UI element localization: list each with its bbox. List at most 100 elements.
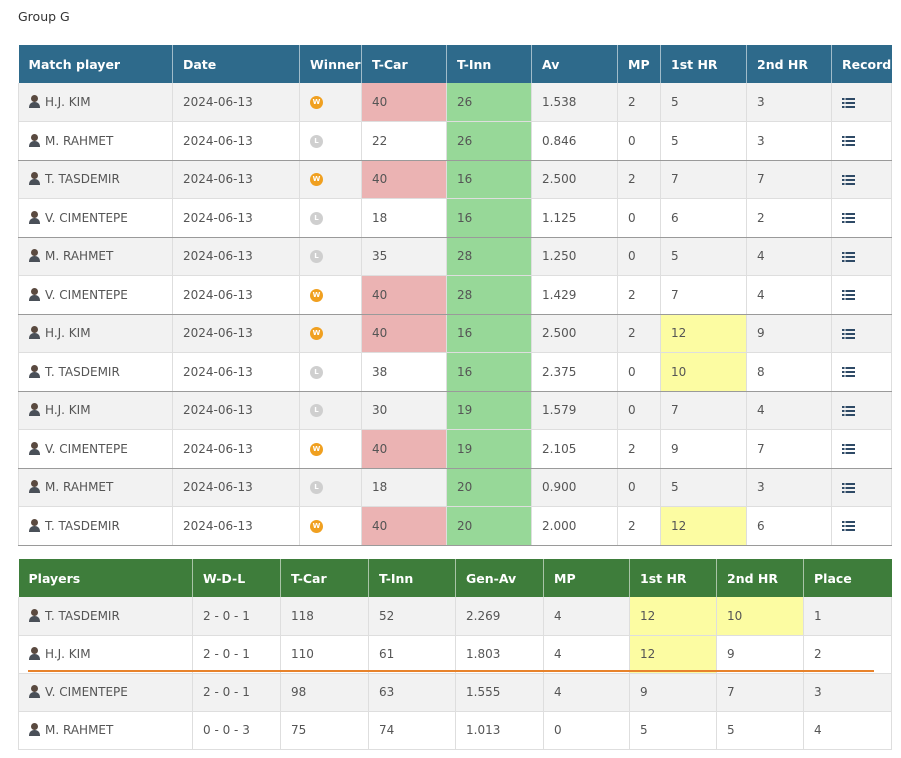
match-row: H.J. KIM 2024-06-13 L 30 19 1.579 0 7 4 [18, 391, 892, 430]
player-cell[interactable]: V. CIMENTEPE [18, 429, 173, 469]
record-cell [831, 506, 892, 546]
record-list-icon[interactable] [842, 405, 855, 416]
record-list-icon[interactable] [842, 136, 855, 147]
player-name[interactable]: M. RAHMET [45, 133, 114, 148]
player-name[interactable]: M. RAHMET [45, 480, 114, 495]
col-header-1st-hr: 1st HR [660, 45, 747, 83]
t-inn-cell: 16 [446, 352, 532, 392]
winner-badge-icon: W [310, 288, 323, 302]
player-avatar-icon [29, 608, 40, 622]
col-header-record: Record [842, 56, 892, 72]
player-name[interactable]: M. RAHMET [45, 723, 114, 737]
gen-av-cell: 1.555 [455, 673, 544, 712]
standings-header-row: Players W-D-L T-Car T-Inn Gen-Av MP 1st … [18, 559, 892, 597]
record-list-icon[interactable] [842, 97, 855, 108]
player-name[interactable]: H.J. KIM [45, 647, 91, 661]
first-hr-cell: 10 [660, 352, 747, 392]
player-avatar-icon [29, 647, 40, 660]
player-avatar-icon [29, 441, 40, 455]
player-avatar-icon [29, 403, 40, 417]
winner-cell: L [299, 237, 362, 276]
player-cell[interactable]: H.J. KIM [18, 391, 173, 430]
av-cell: 2.500 [531, 314, 618, 353]
winner-badge-icon: W [310, 173, 323, 187]
match-row: M. RAHMET 2024-06-13 L 18 20 0.900 0 5 3 [18, 468, 892, 507]
player-cell[interactable]: T. TASDEMIR [18, 506, 173, 546]
standings-table: Players W-D-L T-Car T-Inn Gen-Av MP 1st … [18, 559, 892, 750]
player-avatar-icon [29, 172, 40, 186]
t-inn-cell: 16 [446, 160, 532, 199]
av-cell: 1.429 [531, 275, 618, 315]
record-list-icon[interactable] [842, 251, 855, 262]
record-list-icon[interactable] [842, 444, 855, 455]
player-cell[interactable]: V. CIMENTEPE [18, 198, 173, 238]
col-header-players: Players [18, 559, 193, 597]
t-car-cell: 40 [361, 83, 447, 122]
date-cell: 2024-06-13 [172, 391, 300, 430]
player-cell[interactable]: H.J. KIM [18, 635, 193, 674]
mp-cell: 2 [617, 83, 661, 122]
second-hr-cell: 2 [746, 198, 832, 238]
col-header-1st-hr: 1st HR [629, 559, 717, 597]
t-inn-cell: 20 [446, 506, 532, 546]
player-cell[interactable]: V. CIMENTEPE [18, 275, 173, 315]
loser-badge-icon: L [310, 404, 323, 418]
player-name[interactable]: T. TASDEMIR [45, 518, 120, 533]
player-name[interactable]: T. TASDEMIR [45, 364, 120, 379]
first-hr-cell: 9 [629, 673, 717, 712]
match-row: V. CIMENTEPE 2024-06-13 W 40 19 2.105 2 9 7 [18, 429, 892, 469]
mp-cell: 2 [617, 506, 661, 546]
player-cell[interactable]: M. RAHMET [18, 711, 193, 750]
player-cell[interactable]: M. RAHMET [18, 121, 173, 161]
record-list-icon[interactable] [842, 367, 855, 378]
mp-cell: 2 [617, 275, 661, 315]
player-cell[interactable]: M. RAHMET [18, 237, 173, 276]
loser-badge-icon: L [310, 211, 323, 225]
player-name[interactable]: H.J. KIM [45, 403, 91, 418]
col-header-t-inn: T-Inn [368, 559, 456, 597]
player-cell[interactable]: T. TASDEMIR [18, 597, 193, 636]
col-header-mp: MP [617, 45, 661, 83]
player-cell[interactable]: T. TASDEMIR [18, 352, 173, 392]
t-car-cell: 118 [280, 597, 369, 636]
player-cell[interactable]: V. CIMENTEPE [18, 673, 193, 712]
record-list-icon[interactable] [842, 213, 855, 224]
player-avatar-icon [29, 133, 40, 147]
record-cell [831, 391, 892, 430]
gen-av-cell: 2.269 [455, 597, 544, 636]
player-cell[interactable]: T. TASDEMIR [18, 160, 173, 199]
player-name[interactable]: T. TASDEMIR [45, 172, 120, 187]
second-hr-cell: 7 [716, 673, 804, 712]
col-header-winner: Winner [299, 45, 362, 83]
av-cell: 2.000 [531, 506, 618, 546]
first-hr-cell: 5 [660, 83, 747, 122]
player-name[interactable]: H.J. KIM [45, 326, 91, 341]
player-cell[interactable]: M. RAHMET [18, 468, 173, 507]
player-name[interactable]: V. CIMENTEPE [45, 685, 128, 699]
date-cell: 2024-06-13 [172, 198, 300, 238]
player-cell[interactable]: H.J. KIM [18, 83, 173, 122]
player-name[interactable]: H.J. KIM [45, 95, 91, 109]
record-list-icon[interactable] [842, 174, 855, 185]
record-list-icon[interactable] [842, 328, 855, 339]
record-cell [831, 121, 892, 161]
second-hr-cell: 6 [746, 506, 832, 546]
col-header-t-inn: T-Inn [446, 45, 532, 83]
record-list-icon[interactable] [842, 521, 855, 532]
player-name[interactable]: V. CIMENTEPE [45, 287, 128, 302]
record-list-icon[interactable] [842, 482, 855, 493]
record-list-icon[interactable] [842, 290, 855, 301]
winner-cell: L [299, 391, 362, 430]
col-header-gen-av: Gen-Av [455, 559, 544, 597]
player-name[interactable]: V. CIMENTEPE [45, 441, 128, 456]
player-avatar-icon [29, 364, 40, 378]
match-row: V. CIMENTEPE 2024-06-13 L 18 16 1.125 0 6 2 [18, 198, 892, 238]
player-cell[interactable]: H.J. KIM [18, 314, 173, 353]
t-car-cell: 18 [361, 468, 447, 507]
player-avatar-icon [29, 326, 40, 340]
player-name[interactable]: T. TASDEMIR [45, 608, 120, 623]
first-hr-cell: 12 [660, 314, 747, 353]
first-hr-cell: 5 [660, 237, 747, 276]
player-name[interactable]: M. RAHMET [45, 249, 114, 264]
player-name[interactable]: V. CIMENTEPE [45, 210, 128, 225]
